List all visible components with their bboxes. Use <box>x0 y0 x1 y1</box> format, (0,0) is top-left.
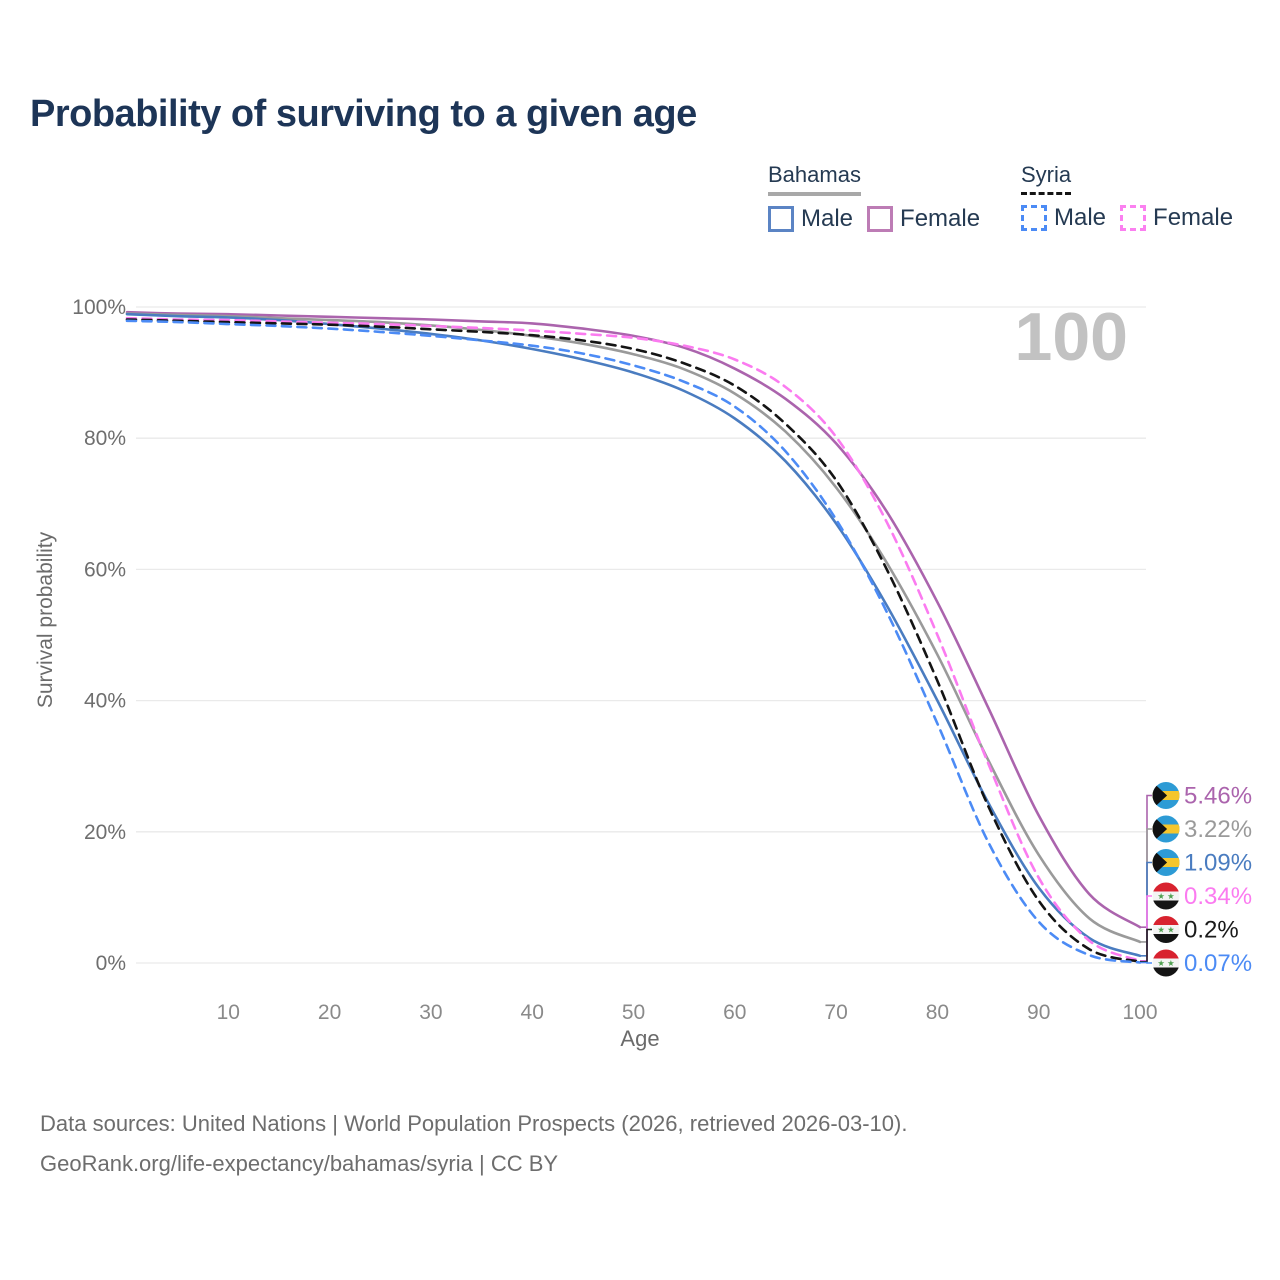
syria-star: ★ <box>1157 958 1165 968</box>
legend-group-bahamas: Bahamas Male Female <box>768 162 994 233</box>
series-line-syria-total[interactable] <box>125 318 1142 963</box>
x-tick-30: 30 <box>419 1001 442 1024</box>
syria-flag-icon: ★ ★ <box>1152 882 1180 910</box>
y-tick-100: 100% <box>72 296 126 319</box>
x-tick-100: 100 <box>1122 1001 1157 1024</box>
end-label-value-3: 1.09% <box>1184 850 1252 877</box>
y-tick-0: 0% <box>96 952 126 975</box>
legend-swatch-bahamas-male-icon <box>768 206 794 232</box>
end-label-value-1: 5.46% <box>1184 783 1252 810</box>
legend-item-bahamas-male[interactable]: Male <box>768 205 853 233</box>
legend-item-syria-female[interactable]: Female <box>1120 204 1233 232</box>
y-tick-80: 80% <box>84 427 126 450</box>
bahamas-flag-icon <box>1152 815 1180 843</box>
end-label-connector-4 <box>1140 895 1152 962</box>
syria-flag-icon: ★ ★ <box>1152 916 1180 943</box>
legend-label-syria-male: Male <box>1054 204 1107 231</box>
x-tick-10: 10 <box>217 1001 240 1024</box>
y-tick-40: 40% <box>84 690 126 713</box>
footer-attribution: GeoRank.org/life-expectancy/bahamas/syri… <box>40 1151 559 1176</box>
x-tick-20: 20 <box>318 1001 341 1024</box>
legend-group-title-bahamas: Bahamas <box>768 162 861 196</box>
legend-label-bahamas-female: Female <box>900 205 981 232</box>
end-label-connector-1 <box>1140 794 1152 928</box>
x-tick-50: 50 <box>622 1001 645 1024</box>
syria-star: ★ <box>1157 924 1165 934</box>
syria-star: ★ <box>1167 924 1175 934</box>
end-label-value-5: 0.2% <box>1184 917 1239 944</box>
x-tick-40: 40 <box>521 1001 544 1024</box>
y-tick-20: 20% <box>84 821 126 844</box>
legend-group-syria: Syria Male Female <box>1021 162 1247 232</box>
bahamas-flag-icon <box>1152 849 1180 876</box>
y-axis-title: Survival probability <box>34 531 57 709</box>
footer-sources: Data sources: United Nations | World Pop… <box>40 1111 908 1136</box>
end-label-value-2: 3.22% <box>1184 816 1252 843</box>
legend-swatch-syria-male-icon <box>1021 205 1047 231</box>
x-axis-title: Age <box>620 1026 660 1051</box>
footer: Data sources: United Nations | World Pop… <box>40 1104 907 1184</box>
legend-item-syria-male[interactable]: Male <box>1021 204 1106 232</box>
legend-swatch-syria-female-icon <box>1120 205 1147 231</box>
legend-group-title-syria: Syria <box>1021 162 1072 195</box>
legend-item-bahamas-female[interactable]: Female <box>867 205 980 233</box>
legend-label-bahamas-male: Male <box>801 205 854 232</box>
bahamas-flag-icon <box>1152 782 1180 809</box>
end-label-connector-5 <box>1140 928 1152 963</box>
page-title: Probability of surviving to a given age <box>30 93 697 135</box>
series-line-bahamas-total[interactable] <box>125 312 1142 944</box>
y-tick-60: 60% <box>84 558 126 581</box>
x-tick-90: 90 <box>1027 1001 1050 1024</box>
end-label-connector-6 <box>1140 961 1152 964</box>
end-label-value-6: 0.07% <box>1184 950 1252 977</box>
watermark-age-100: 100 <box>1014 299 1128 375</box>
series-line-bahamas-female[interactable] <box>125 310 1142 929</box>
syria-star: ★ <box>1157 891 1165 901</box>
end-label-connector-2 <box>1140 828 1152 943</box>
x-tick-80: 80 <box>926 1001 949 1024</box>
series-line-syria-female[interactable] <box>125 316 1142 963</box>
end-label-value-4: 0.34% <box>1184 883 1252 910</box>
syria-star: ★ <box>1167 891 1175 901</box>
syria-star: ★ <box>1167 958 1175 968</box>
syria-flag-icon: ★ ★ <box>1152 949 1180 977</box>
series-line-bahamas-male[interactable] <box>125 312 1142 958</box>
series-line-syria-male[interactable] <box>125 319 1142 964</box>
x-tick-70: 70 <box>824 1001 847 1024</box>
legend-label-syria-female: Female <box>1153 204 1234 231</box>
x-tick-60: 60 <box>723 1001 746 1024</box>
legend-swatch-bahamas-female-icon <box>867 206 894 232</box>
